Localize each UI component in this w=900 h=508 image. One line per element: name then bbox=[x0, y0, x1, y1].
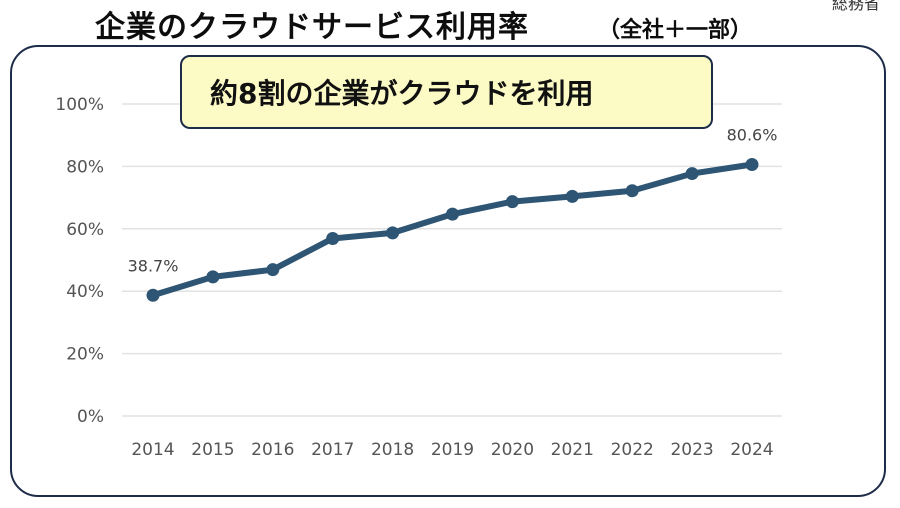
series-line bbox=[150, 161, 755, 299]
x-tick-label: 2018 bbox=[371, 440, 414, 460]
data-point bbox=[565, 189, 579, 203]
x-tick-label: 2017 bbox=[311, 440, 354, 460]
data-point bbox=[146, 288, 160, 302]
x-tick-label: 2015 bbox=[191, 440, 234, 460]
data-point bbox=[206, 270, 220, 284]
y-tick-label: 80% bbox=[66, 157, 104, 177]
data-point bbox=[266, 263, 280, 277]
data-point bbox=[625, 184, 639, 198]
x-tick-label: 2021 bbox=[551, 440, 594, 460]
x-tick-label: 2019 bbox=[431, 440, 474, 460]
y-tick-label: 60% bbox=[66, 220, 104, 240]
y-tick-label: 100% bbox=[55, 95, 104, 115]
data-point bbox=[505, 195, 519, 209]
x-tick-label: 2014 bbox=[131, 440, 174, 460]
page-title: 企業のクラウドサービス利用率 bbox=[95, 10, 529, 45]
page-title-suffix: （全社＋一部） bbox=[598, 18, 753, 43]
x-tick-label: 2022 bbox=[611, 440, 654, 460]
x-tick-label: 2016 bbox=[251, 440, 294, 460]
data-point bbox=[446, 207, 459, 221]
title-row: 企業のクラウドサービス利用率 （全社＋一部） 総務省 bbox=[0, 0, 900, 45]
data-point bbox=[326, 231, 340, 245]
callout-text: 約8割の企業がクラウドを利用 bbox=[210, 77, 594, 110]
x-tick-label: 2024 bbox=[730, 440, 773, 460]
y-tick-label: 0% bbox=[77, 407, 104, 427]
data-point bbox=[386, 226, 400, 240]
source-label: 総務省 bbox=[832, 0, 881, 13]
data-point bbox=[685, 167, 699, 181]
y-tick-label: 20% bbox=[66, 345, 104, 365]
x-tick-label: 2020 bbox=[491, 440, 534, 460]
y-tick-label: 40% bbox=[66, 282, 104, 302]
data-label: 38.7% bbox=[128, 256, 179, 275]
x-tick-label: 2023 bbox=[670, 440, 713, 460]
data-point bbox=[745, 158, 759, 172]
callout-box: 約8割の企業がクラウドを利用 bbox=[180, 55, 713, 129]
data-label: 80.6% bbox=[727, 126, 778, 145]
